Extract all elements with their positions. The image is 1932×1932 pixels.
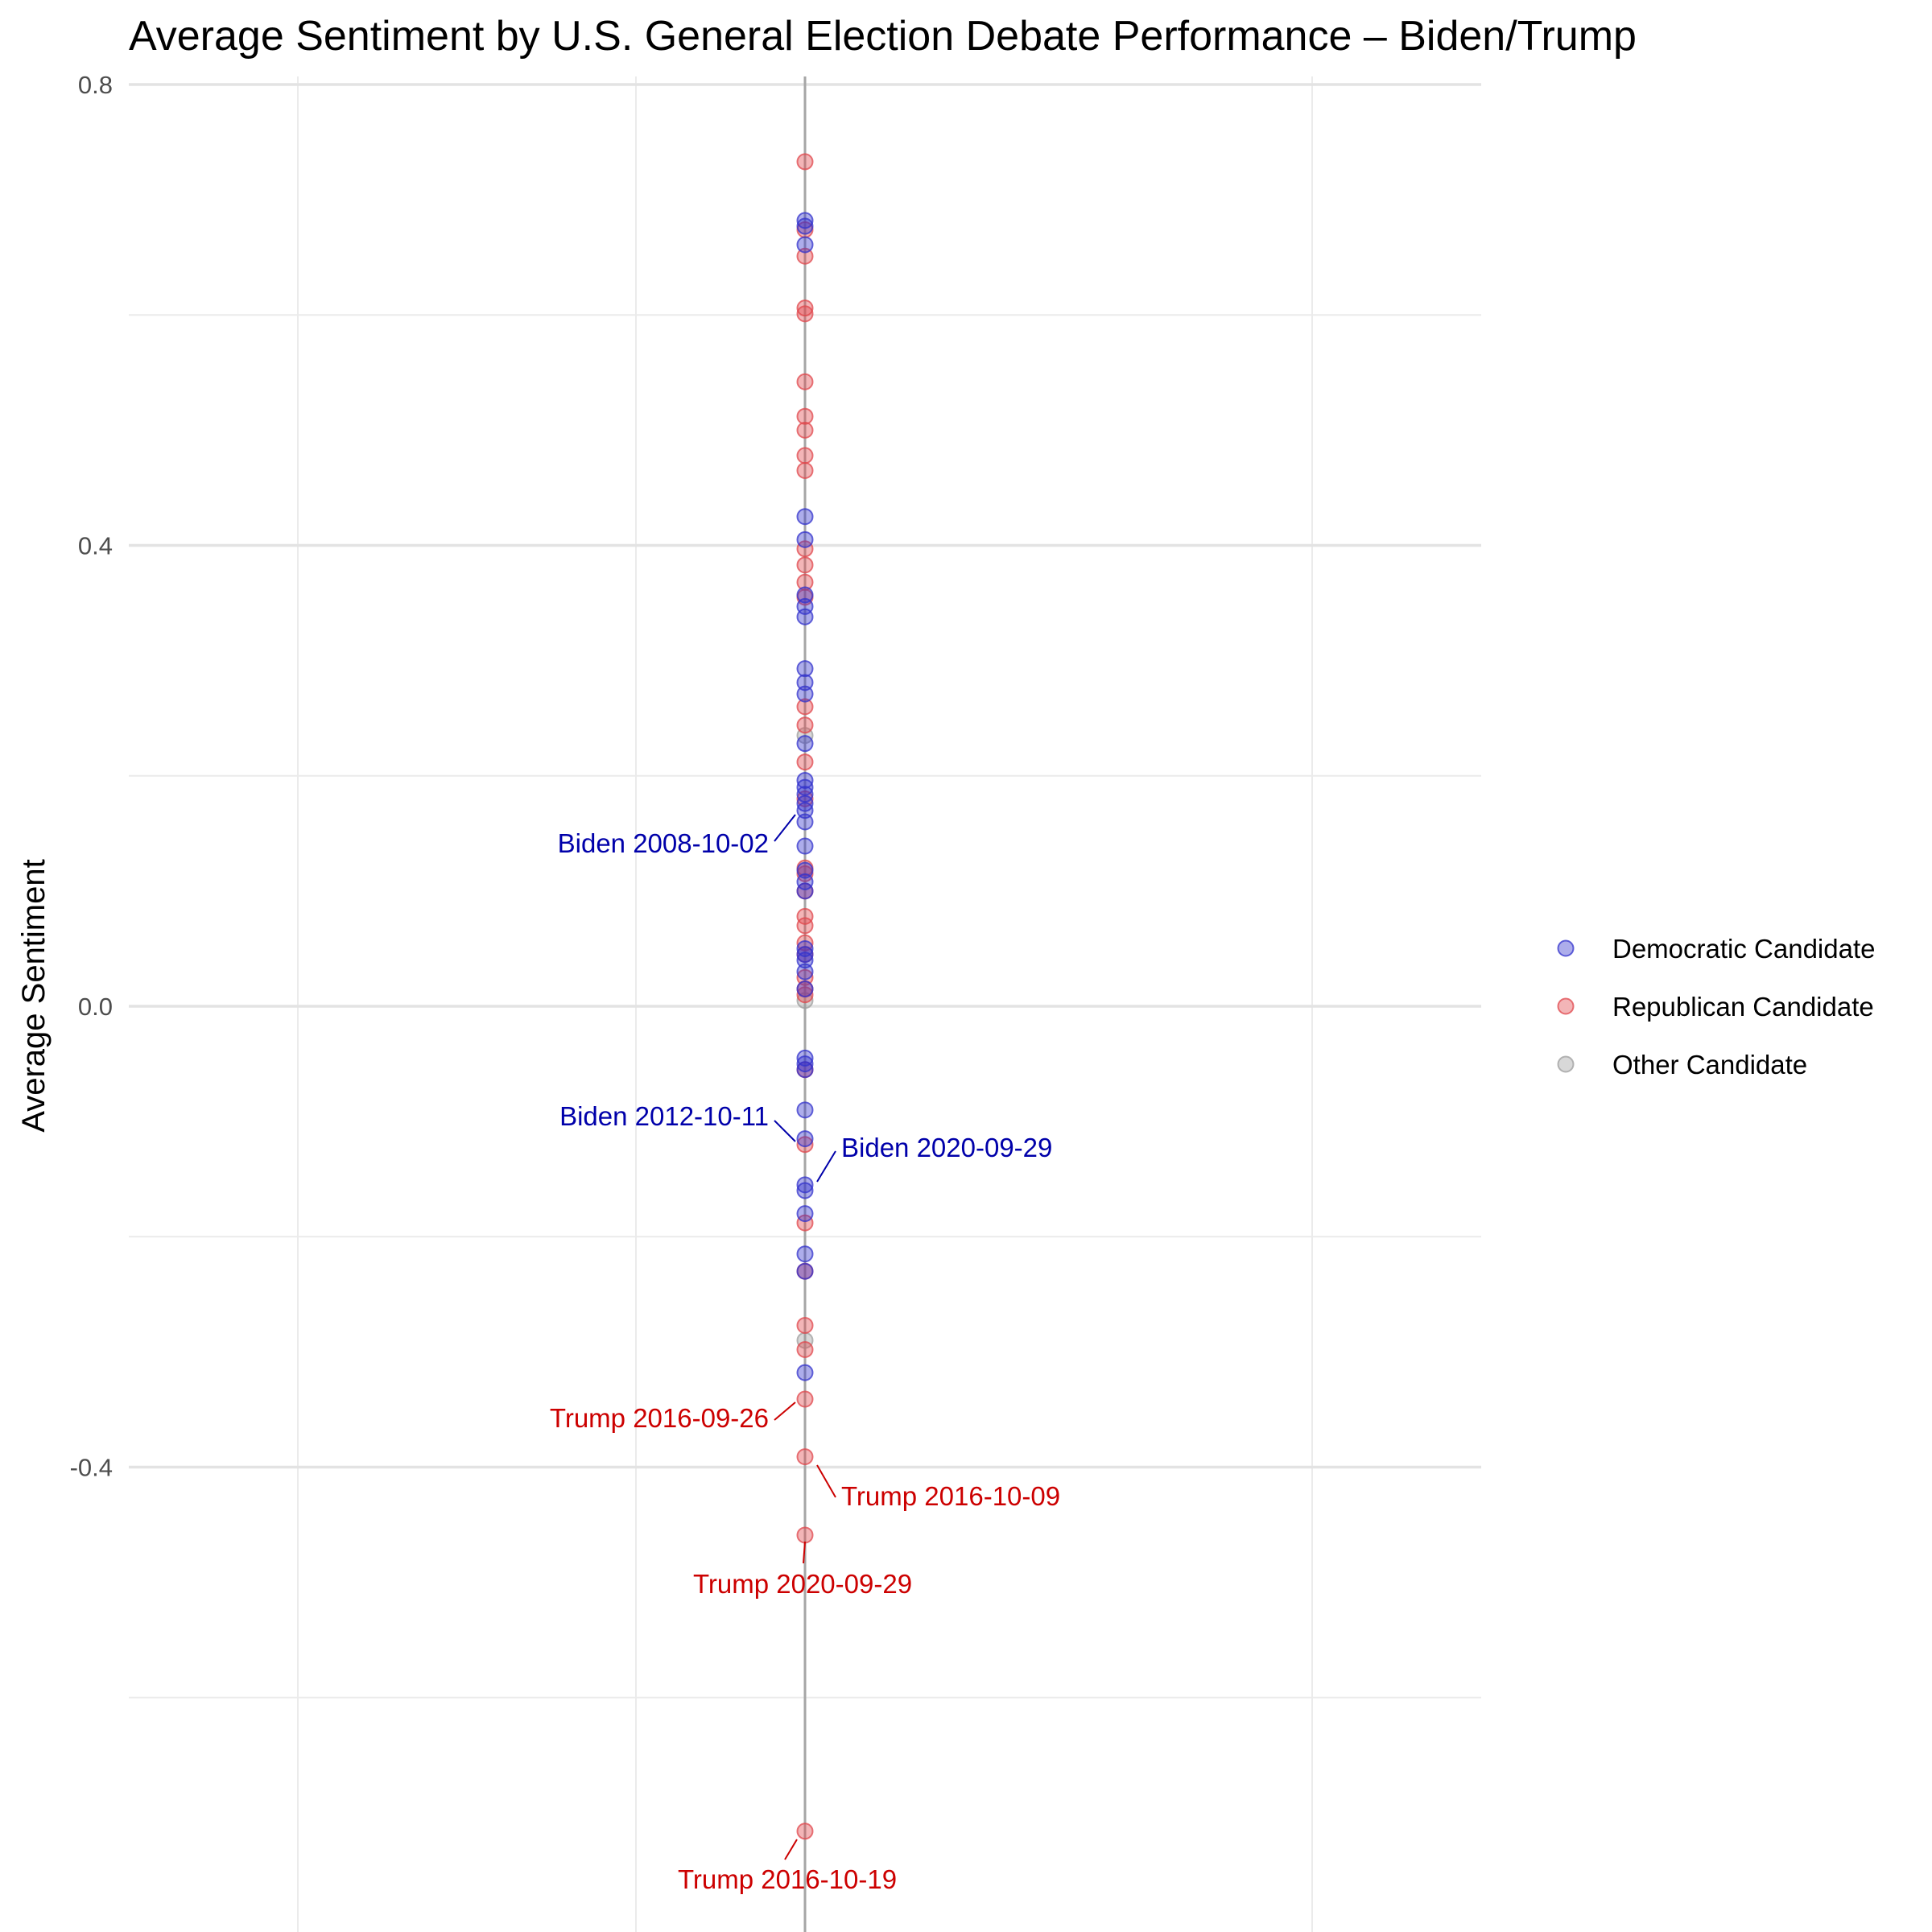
democratic-point [796, 530, 814, 548]
republican-point [796, 1526, 814, 1544]
republican-point [796, 753, 814, 771]
annotation-label: Biden 2012-10-11 [559, 1101, 769, 1131]
annotation-leader-line [803, 1541, 806, 1564]
republican-point [796, 790, 814, 807]
democratic-point [796, 963, 814, 980]
republican-point [796, 1316, 814, 1334]
annotation-leader-line [816, 1464, 836, 1498]
democratic-point [796, 1101, 814, 1119]
republican-point [796, 299, 814, 317]
annotation-label: Trump 2016-09-26 [550, 1403, 769, 1433]
y-tick-label: 0.0 [78, 993, 113, 1021]
other-point [796, 992, 814, 1009]
democratic-point [796, 1049, 814, 1067]
democratic-point [796, 236, 814, 254]
republican-point [796, 421, 814, 439]
y-axis-label: Average Sentiment [16, 859, 52, 1132]
democratic-point [796, 660, 814, 678]
annotation-leader-line [774, 1120, 796, 1142]
republican-point [796, 540, 814, 558]
legend-label-republican: Republican Candidate [1612, 992, 1874, 1022]
annotation-leader-line [784, 1839, 798, 1860]
republican-point [796, 305, 814, 323]
y-tick-label: 0.8 [78, 71, 113, 99]
annotation-label: Trump 2020-09-29 [693, 1569, 912, 1599]
democratic-point [796, 813, 814, 831]
democratic-point [796, 882, 814, 900]
republican-point [796, 373, 814, 390]
data-points [796, 153, 814, 1840]
democratic-point [796, 1245, 814, 1263]
democratic-point [796, 1182, 814, 1199]
republican-point [796, 907, 814, 925]
republican-point [796, 698, 814, 716]
democratic-point [796, 980, 814, 998]
democratic-point [796, 735, 814, 753]
republican-point [796, 1214, 814, 1232]
annotation-label: Trump 2016-10-19 [678, 1864, 897, 1894]
republican-point [796, 716, 814, 734]
republican-point [796, 461, 814, 479]
y-tick-label: 0.4 [78, 532, 113, 560]
legend-key-democratic [1557, 939, 1575, 957]
democratic-point [796, 1364, 814, 1381]
legend-label-democratic: Democratic Candidate [1612, 934, 1876, 964]
republican-point [796, 556, 814, 574]
republican-point [796, 153, 814, 171]
democratic-point [796, 1130, 814, 1148]
y-axis-ticks: -0.4 0.0 0.4 0.8 [70, 71, 113, 1482]
democratic-point [796, 586, 814, 604]
republican-point [796, 968, 814, 986]
democratic-point [796, 608, 814, 625]
democratic-point [796, 802, 814, 819]
republican-point [796, 1448, 814, 1466]
democratic-point [796, 1262, 814, 1280]
republican-point [796, 986, 814, 1004]
republican-point [796, 247, 814, 265]
annotation-leader-line [774, 814, 796, 842]
annotation-label: Trump 2016-10-09 [841, 1481, 1060, 1511]
democratic-point [796, 1061, 814, 1079]
legend-key-republican [1557, 997, 1575, 1015]
republican-point [796, 447, 814, 464]
democratic-point [796, 952, 814, 969]
democratic-point [796, 685, 814, 703]
democratic-point [796, 674, 814, 691]
republican-point [796, 1136, 814, 1154]
annotations: Biden 2008-10-02 Biden 2012-10-11 Biden 20… [550, 814, 1060, 1894]
republican-point [796, 1390, 814, 1408]
democratic-point [796, 1176, 814, 1194]
democratic-point [796, 837, 814, 855]
legend: Democratic Candidate Republican Candidate… [1557, 934, 1876, 1080]
democratic-point [796, 861, 814, 879]
annotation-label: Biden 2008-10-02 [558, 828, 769, 858]
democratic-point [796, 946, 814, 964]
democratic-point [796, 212, 814, 229]
republican-point [796, 1341, 814, 1359]
annotation-leader-line [774, 1402, 796, 1421]
y-tick-label: -0.4 [70, 1454, 113, 1482]
annotation-label: Biden 2020-09-29 [841, 1133, 1052, 1162]
democratic-point [796, 217, 814, 235]
chart-title: Average Sentiment by U.S. General Electi… [129, 13, 1637, 60]
democratic-point [796, 873, 814, 890]
democratic-point [796, 939, 814, 957]
republican-point [796, 1823, 814, 1840]
democratic-point [796, 786, 814, 803]
republican-point [796, 934, 814, 952]
democratic-point [796, 1205, 814, 1223]
democratic-point [796, 508, 814, 526]
republican-point [796, 407, 814, 425]
legend-key-other [1557, 1055, 1575, 1073]
annotation-leader-line [816, 1150, 836, 1183]
democratic-point [796, 1055, 814, 1073]
republican-point [796, 917, 814, 935]
legend-label-other: Other Candidate [1612, 1050, 1807, 1080]
